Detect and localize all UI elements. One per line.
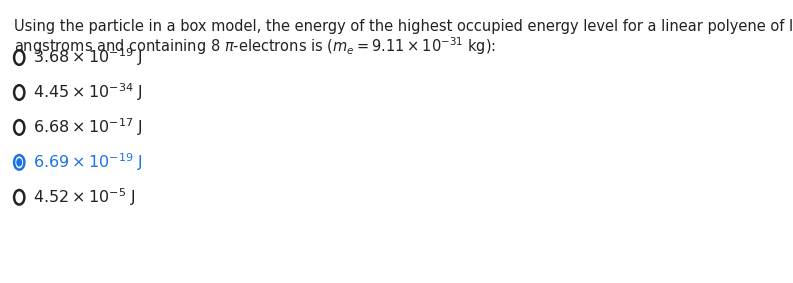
Text: Using the particle in a box model, the energy of the highest occupied energy lev: Using the particle in a box model, the e… xyxy=(13,19,793,34)
Text: $6.68 \times 10^{-17}$ J: $6.68 \times 10^{-17}$ J xyxy=(33,117,143,138)
Text: angstroms and containing 8 $\pi$-electrons is ($m_e = 9.11 \times 10^{-31}$ kg):: angstroms and containing 8 $\pi$-electro… xyxy=(13,35,496,57)
Circle shape xyxy=(17,158,22,167)
Text: $4.52 \times 10^{-5}$ J: $4.52 \times 10^{-5}$ J xyxy=(33,186,136,208)
Text: $3.68 \times 10^{-19}$ J: $3.68 \times 10^{-19}$ J xyxy=(33,47,143,68)
Text: $4.45 \times 10^{-34}$ J: $4.45 \times 10^{-34}$ J xyxy=(33,82,143,103)
Text: $6.69 \times 10^{-19}$ J: $6.69 \times 10^{-19}$ J xyxy=(33,151,143,173)
